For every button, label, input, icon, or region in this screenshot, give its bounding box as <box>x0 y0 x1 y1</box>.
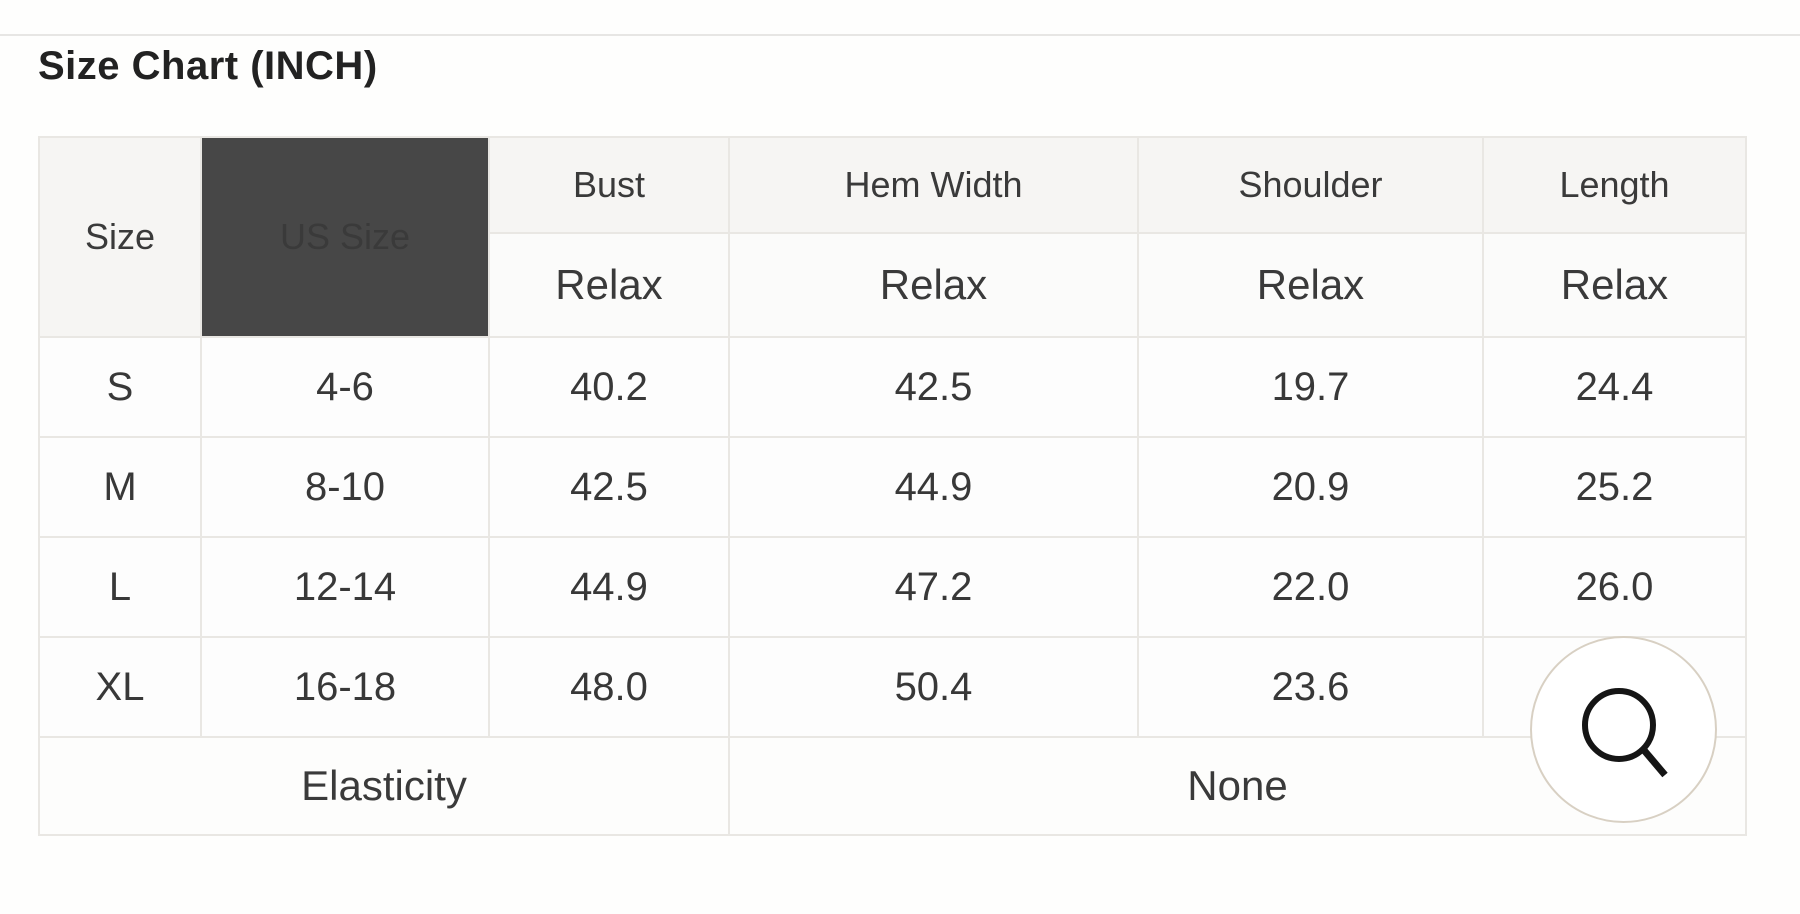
table-row-s: S 4-6 40.2 42.5 19.7 24.4 <box>38 336 1747 438</box>
cell-shoulder: 22.0 <box>1137 536 1484 638</box>
cell-bust: 40.2 <box>488 336 730 438</box>
table-row-xl: XL 16-18 48.0 50.4 23.6 <box>38 636 1747 738</box>
cell-hem-width: 50.4 <box>728 636 1139 738</box>
cell-length: 24.4 <box>1482 336 1747 438</box>
magnifier-icon <box>1581 687 1668 777</box>
cell-size: XL <box>38 636 202 738</box>
table-row-m: M 8-10 42.5 44.9 20.9 25.2 <box>38 436 1747 538</box>
header-row-1: Size US Size Bust Hem Width Shoulder Len… <box>38 136 1747 338</box>
cell-hem-width: 44.9 <box>728 436 1139 538</box>
cell-shoulder: 20.9 <box>1137 436 1484 538</box>
cell-bust: 48.0 <box>488 636 730 738</box>
table-row-l: L 12-14 44.9 47.2 22.0 26.0 <box>38 536 1747 638</box>
fit-cell-length: Relax <box>1482 232 1747 338</box>
fit-cell-shoulder: Relax <box>1137 232 1484 338</box>
page-title: Size Chart (INCH) <box>38 44 378 88</box>
col-header-bust: Bust <box>488 136 730 234</box>
cell-us-size: 8-10 <box>200 436 490 538</box>
top-divider <box>0 34 1800 36</box>
elasticity-row: Elasticity None <box>38 736 1747 836</box>
cell-us-size: 12-14 <box>200 536 490 638</box>
cell-us-size: 4-6 <box>200 336 490 438</box>
cell-us-size: 16-18 <box>200 636 490 738</box>
zoom-button[interactable] <box>1530 636 1717 823</box>
cell-length: 26.0 <box>1482 536 1747 638</box>
elasticity-label-cell: Elasticity <box>38 736 730 836</box>
cell-size: L <box>38 536 202 638</box>
col-header-us-size: US Size <box>200 136 490 338</box>
cell-length: 25.2 <box>1482 436 1747 538</box>
cell-bust: 44.9 <box>488 536 730 638</box>
cell-bust: 42.5 <box>488 436 730 538</box>
col-header-hem-width: Hem Width <box>728 136 1139 234</box>
col-header-size: Size <box>38 136 202 338</box>
col-header-shoulder: Shoulder <box>1137 136 1484 234</box>
cell-shoulder: 23.6 <box>1137 636 1484 738</box>
size-chart-table: Size US Size Bust Hem Width Shoulder Len… <box>38 136 1747 836</box>
cell-size: M <box>38 436 202 538</box>
fit-cell-bust: Relax <box>488 232 730 338</box>
cell-size: S <box>38 336 202 438</box>
header-row-2: Relax Relax Relax Relax <box>39 232 1747 338</box>
cell-hem-width: 47.2 <box>728 536 1139 638</box>
fit-cell-hem-width: Relax <box>728 232 1139 338</box>
cell-shoulder: 19.7 <box>1137 336 1484 438</box>
cell-hem-width: 42.5 <box>728 336 1139 438</box>
col-header-length: Length <box>1482 136 1747 234</box>
